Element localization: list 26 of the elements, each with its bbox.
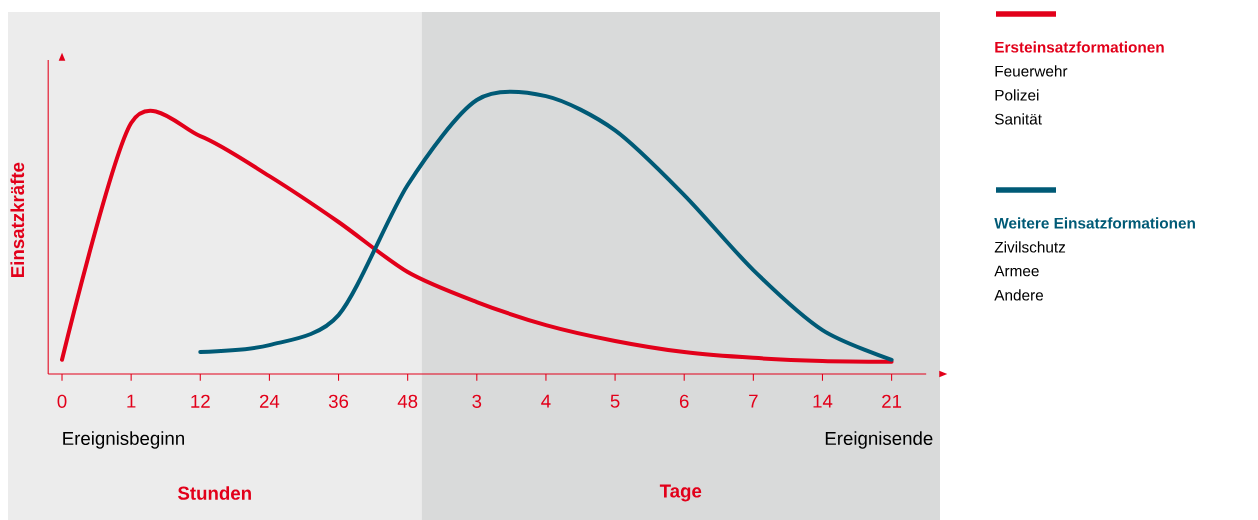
band-label: Stunden xyxy=(177,486,251,500)
text: Zivilschutz xyxy=(994,241,1066,253)
text: Armee xyxy=(994,265,1039,277)
x-tick-label: 24 xyxy=(259,394,280,408)
x-tick-label: 7 xyxy=(749,394,758,408)
x-tick-label: 5 xyxy=(610,394,620,408)
x-tick-label: 14 xyxy=(813,394,833,408)
text: Ereignisende xyxy=(825,431,933,449)
text: Ersteinsatzformationen xyxy=(995,41,1164,53)
x-tick-label: 21 xyxy=(882,394,902,408)
text: Andere xyxy=(994,289,1044,301)
x-tick-label: 0 xyxy=(57,394,67,408)
band-label: Tage xyxy=(659,484,702,502)
text: Ereignisbeginn xyxy=(63,431,184,449)
x-tick-label: 1 xyxy=(127,394,136,408)
x-tick-label: 12 xyxy=(191,394,210,408)
x-tick-label: 3 xyxy=(472,394,482,408)
x-tick-label: 6 xyxy=(679,394,689,408)
y-axis-title: Einsatzkräfte xyxy=(10,162,25,277)
x-tick-label: 48 xyxy=(397,394,418,408)
text: Weitere Einsatzformationen xyxy=(994,217,1195,229)
text: Feuerwehr xyxy=(995,65,1068,77)
x-tick-label: 36 xyxy=(328,394,349,408)
text: Sanität xyxy=(994,113,1042,125)
x-tick-label: 4 xyxy=(541,394,551,408)
text: Polizei xyxy=(995,89,1039,101)
